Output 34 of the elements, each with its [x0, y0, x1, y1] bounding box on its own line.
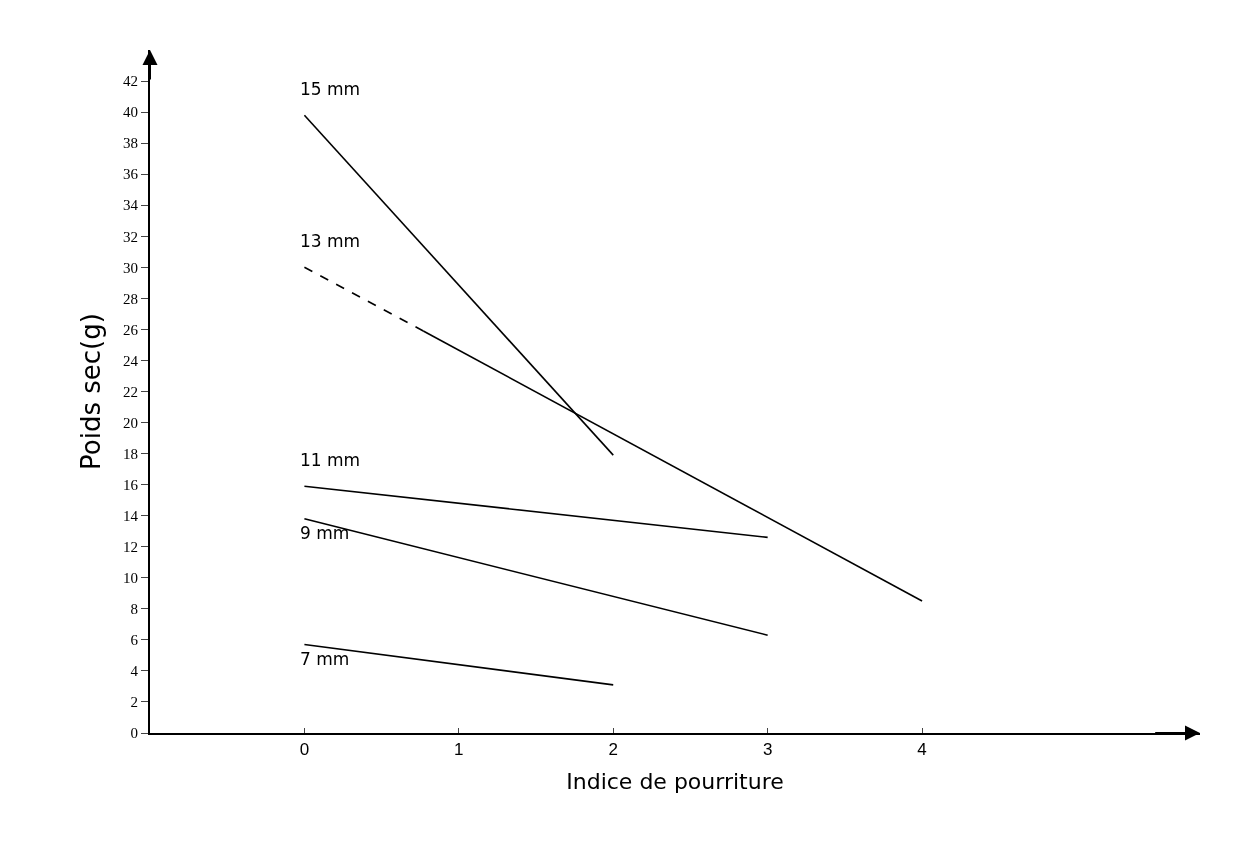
y-tick-label: 34	[123, 197, 139, 214]
y-tick-label: 16	[123, 476, 139, 493]
y-tick-label: 28	[123, 290, 138, 307]
x-axis-title: Indice de pourriture	[566, 768, 784, 794]
y-tick-label: 32	[123, 228, 138, 245]
y-tick-label: 42	[123, 73, 138, 90]
series-label: 11 mm	[300, 450, 361, 470]
y-tick-label: 0	[130, 725, 138, 742]
y-tick-label: 38	[123, 135, 138, 152]
y-tick-label: 8	[130, 601, 138, 618]
y-axis-title: Poids sec(g)	[75, 313, 106, 470]
series-label: 15 mm	[300, 79, 361, 99]
x-tick-label: 1	[454, 740, 464, 760]
y-tick-label: 2	[130, 694, 138, 711]
series-label: 9 mm	[300, 523, 350, 543]
y-tick-label: 26	[123, 321, 139, 338]
y-tick-label: 30	[123, 259, 138, 276]
y-tick-label: 22	[123, 383, 138, 400]
x-tick-label: 4	[917, 740, 927, 760]
y-tick-label: 14	[123, 507, 139, 524]
y-tick-label: 20	[123, 414, 138, 431]
y-tick-label: 18	[123, 445, 138, 462]
x-tick-label: 2	[608, 740, 618, 760]
y-tick-label: 24	[123, 352, 139, 369]
y-tick-label: 4	[130, 663, 139, 680]
x-tick-label: 3	[762, 740, 773, 760]
y-tick-label: 36	[123, 166, 139, 183]
y-tick-label: 6	[130, 632, 139, 649]
y-tick-label: 12	[123, 538, 138, 555]
series-label: 13 mm	[300, 231, 361, 251]
y-tick-label: 10	[123, 570, 138, 587]
y-tick-label: 40	[123, 104, 138, 121]
series-label: 7 mm	[300, 649, 350, 669]
x-tick-label: 0	[299, 740, 310, 760]
